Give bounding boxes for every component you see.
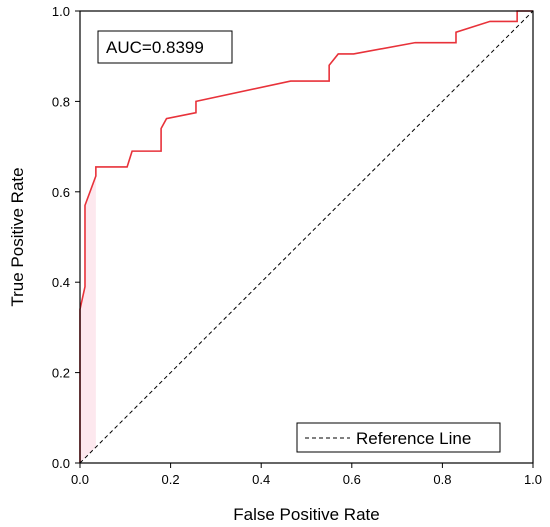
legend: Reference Line <box>296 422 501 453</box>
x-tick-label: 0.0 <box>71 472 89 487</box>
x-tick-label: 0.8 <box>433 472 451 487</box>
auc-label: AUC=0.8399 <box>106 38 204 57</box>
x-tick-label: 0.4 <box>252 472 270 487</box>
x-axis-title: False Positive Rate <box>233 505 379 524</box>
y-tick-label: 1.0 <box>52 4 70 19</box>
y-axis-title: True Positive Rate <box>8 167 27 306</box>
legend-box <box>296 422 501 453</box>
roc-curve-line <box>79 10 533 463</box>
x-tick-label: 0.2 <box>162 472 180 487</box>
auc-annotation: AUC=0.8399 <box>97 30 233 64</box>
reference-line <box>79 10 534 464</box>
roc-area-fill <box>80 166 96 463</box>
legend-label-reference-line: Reference Line <box>356 429 471 448</box>
y-tick-label: 0.6 <box>52 185 70 200</box>
plot-frame <box>79 10 534 464</box>
auc-box <box>97 30 233 64</box>
y-tick-label: 0.8 <box>52 94 70 109</box>
x-tick-label: 0.6 <box>343 472 361 487</box>
y-tick-label: 0.0 <box>52 456 70 471</box>
y-tick-label: 0.4 <box>52 275 70 290</box>
plot-layer <box>79 10 534 464</box>
ticks-layer: 0.0 0.2 0.4 0.6 0.8 1.0 0.0 0.2 0.4 0.6 0.8 1.0 <box>52 4 542 487</box>
x-tick-label: 1.0 <box>524 472 542 487</box>
y-tick-label: 0.2 <box>52 366 70 381</box>
